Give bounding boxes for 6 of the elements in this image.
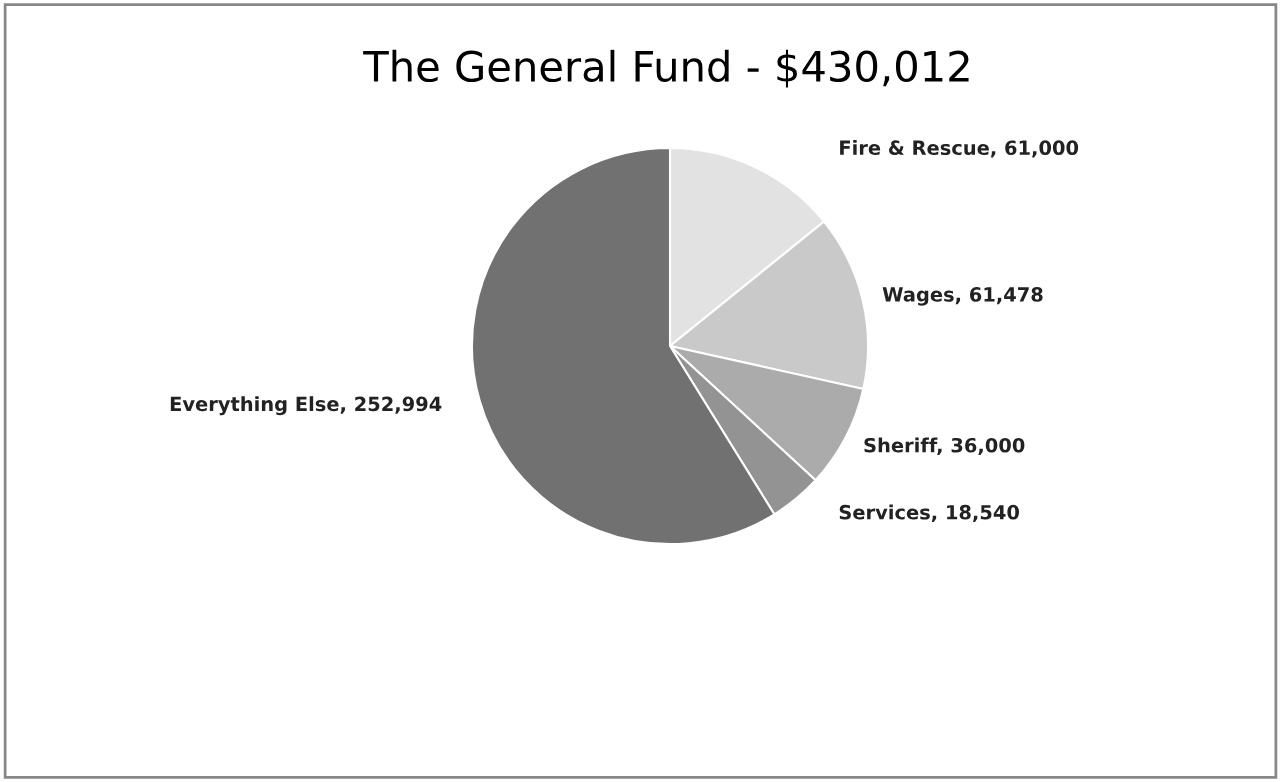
slice-label: Services, 18,540	[839, 504, 1019, 523]
slice-label: Sheriff, 36,000	[864, 437, 1025, 456]
slice-label: Wages, 61,478	[882, 287, 1043, 306]
slice-label: Fire & Rescue, 61,000	[840, 140, 1079, 158]
slice-label: Everything Else, 252,994	[170, 396, 442, 416]
chart-title: The General Fund - $430,012	[363, 49, 969, 88]
